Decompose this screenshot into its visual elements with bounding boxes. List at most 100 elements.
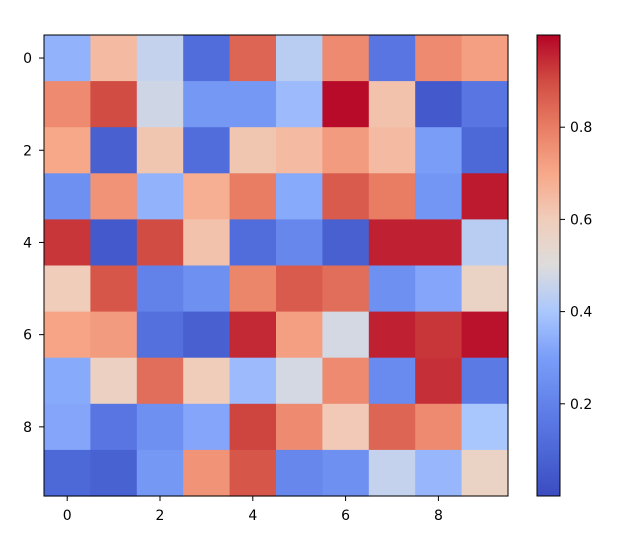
heatmap-cell <box>415 357 463 405</box>
heatmap-cell <box>415 219 463 267</box>
colorbar-tick-label: 0.2 <box>570 397 592 413</box>
heatmap-cell <box>368 35 416 82</box>
heatmap-cell <box>136 173 184 220</box>
colorbar-tick-label: 0.4 <box>570 305 592 321</box>
heatmap-cell <box>90 357 138 405</box>
heatmap-cell <box>90 127 138 174</box>
heatmap-cell <box>322 403 370 451</box>
colorbar-ticks: 0.2 0.4 0.6 0.8 <box>560 120 592 413</box>
heatmap-cell <box>276 311 323 359</box>
heatmap-cell <box>90 311 138 359</box>
x-tick-label: 6 <box>341 508 350 524</box>
y-tick-label: 0 <box>23 51 32 67</box>
heatmap-cell <box>136 357 184 405</box>
heatmap-cell <box>368 127 416 174</box>
x-tick-label: 0 <box>63 508 72 524</box>
heatmap-cell <box>136 403 184 451</box>
heatmap-cells <box>44 35 509 497</box>
heatmap-cell <box>276 35 323 82</box>
heatmap-cell <box>229 173 277 220</box>
heatmap-cell <box>44 311 91 359</box>
heatmap-cell <box>183 127 231 174</box>
heatmap-cell <box>183 403 231 451</box>
heatmap-cell <box>44 219 91 267</box>
heatmap-cell <box>322 173 370 220</box>
heatmap-cell <box>368 357 416 405</box>
heatmap-cell <box>44 265 91 313</box>
heatmap-cell <box>461 357 509 405</box>
y-tick-label: 6 <box>23 328 32 344</box>
x-axis: 0 2 4 6 8 <box>63 496 443 524</box>
heatmap-cell <box>322 357 370 405</box>
heatmap-cell <box>322 219 370 267</box>
heatmap-cell <box>461 173 509 220</box>
heatmap-cell <box>229 403 277 451</box>
x-tick-label: 2 <box>156 508 165 524</box>
heatmap-cell <box>322 35 370 82</box>
y-tick-label: 8 <box>23 420 32 436</box>
plot-frame <box>43 34 509 497</box>
colorbar: 0.2 0.4 0.6 0.8 <box>536 34 592 497</box>
heatmap-cell <box>90 35 138 82</box>
heatmap-cell <box>229 81 277 128</box>
heatmap-cell <box>136 311 184 359</box>
heatmap-cell <box>415 265 463 313</box>
colorbar-tick-label: 0.8 <box>570 120 592 136</box>
heatmap-cell <box>368 219 416 267</box>
x-tick-label: 8 <box>434 508 443 524</box>
heatmap-cell <box>90 265 138 313</box>
heatmap-cell <box>461 81 509 128</box>
heatmap-cell <box>276 127 323 174</box>
y-axis: 0 2 4 6 8 <box>23 51 44 436</box>
heatmap-cell <box>44 81 91 128</box>
heatmap-cell <box>461 265 509 313</box>
heatmap-cell <box>229 357 277 405</box>
y-tick-label: 4 <box>23 235 32 251</box>
heatmap-cell <box>183 35 231 82</box>
heatmap-cell <box>229 265 277 313</box>
heatmap-cell <box>461 403 509 451</box>
heatmap-cell <box>90 173 138 220</box>
heatmap-cell <box>183 173 231 220</box>
heatmap-cell <box>44 403 91 451</box>
heatmap-cell <box>415 81 463 128</box>
heatmap-cell <box>136 219 184 267</box>
heatmap-cell <box>322 127 370 174</box>
x-tick-label: 4 <box>248 508 257 524</box>
heatmap-cell <box>90 403 138 451</box>
heatmap-cell <box>461 311 509 359</box>
heatmap-cell <box>322 81 370 128</box>
heatmap-cell <box>415 35 463 82</box>
heatmap-cell <box>136 265 184 313</box>
heatmap-cell <box>90 81 138 128</box>
heatmap-cell <box>415 403 463 451</box>
heatmap-cell <box>276 265 323 313</box>
heatmap-cell <box>229 449 277 497</box>
heatmap-cell <box>183 81 231 128</box>
heatmap-cell <box>44 35 91 82</box>
heatmap-cell <box>461 219 509 267</box>
heatmap-cell <box>276 357 323 405</box>
heatmap-cell <box>368 173 416 220</box>
heatmap-cell <box>461 449 509 497</box>
heatmap-cell <box>276 403 323 451</box>
heatmap-cell <box>368 311 416 359</box>
heatmap-cell <box>276 81 323 128</box>
colorbar-gradient <box>537 35 560 496</box>
heatmap-cell <box>415 173 463 220</box>
heatmap-cell <box>136 81 184 128</box>
heatmap-cell <box>461 127 509 174</box>
y-tick-label: 2 <box>23 143 32 159</box>
heatmap-cell <box>415 127 463 174</box>
colorbar-frame <box>536 34 561 497</box>
heatmap-cell <box>183 311 231 359</box>
heatmap-cell <box>229 35 277 82</box>
heatmap-cell <box>322 265 370 313</box>
heatmap-cell <box>461 35 509 82</box>
heatmap-cell <box>136 127 184 174</box>
heatmap-cell <box>136 449 184 497</box>
heatmap-cell <box>229 127 277 174</box>
heatmap-cell <box>183 357 231 405</box>
